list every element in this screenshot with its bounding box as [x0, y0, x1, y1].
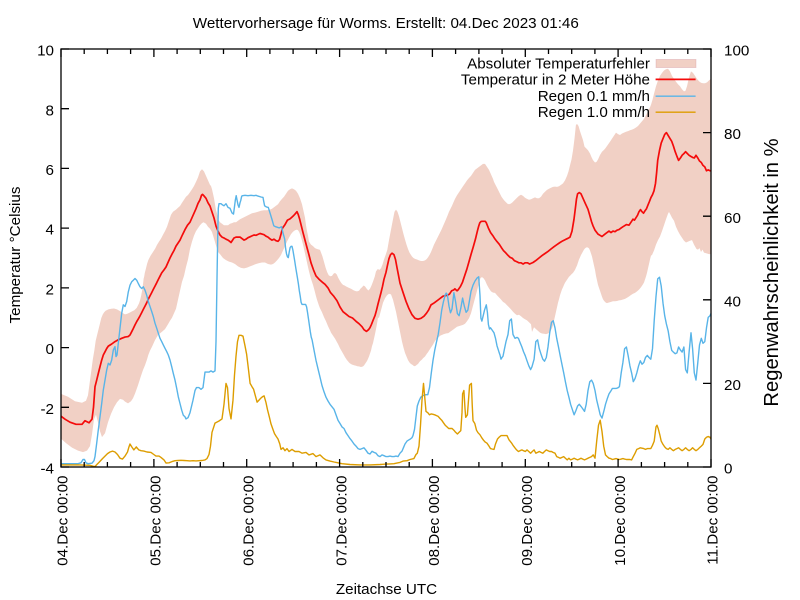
svg-text:2: 2	[46, 282, 54, 299]
svg-text:80: 80	[724, 126, 741, 143]
svg-text:20: 20	[724, 377, 741, 394]
svg-text:6: 6	[46, 162, 54, 179]
svg-text:04.Dec 00:00: 04.Dec 00:00	[55, 476, 72, 566]
svg-text:07.Dec 00:00: 07.Dec 00:00	[333, 476, 350, 566]
svg-text:0: 0	[46, 341, 54, 358]
svg-text:08.Dec 00:00: 08.Dec 00:00	[426, 476, 443, 566]
svg-text:05.Dec 00:00: 05.Dec 00:00	[148, 476, 165, 566]
svg-text:Regen 1.0 mm/h: Regen 1.0 mm/h	[538, 104, 650, 121]
svg-text:60: 60	[724, 210, 741, 227]
svg-text:8: 8	[46, 102, 54, 119]
svg-text:Regenwahrscheinlichkeit in %: Regenwahrscheinlichkeit in %	[761, 138, 783, 406]
svg-text:Temperatur in 2 Meter Höhe: Temperatur in 2 Meter Höhe	[461, 71, 650, 88]
svg-text:100: 100	[724, 43, 749, 60]
svg-text:0: 0	[724, 461, 732, 478]
svg-text:10: 10	[37, 43, 54, 60]
svg-text:-2: -2	[40, 401, 54, 418]
svg-text:Zeitachse UTC: Zeitachse UTC	[336, 581, 437, 598]
svg-text:11.Dec 00:00: 11.Dec 00:00	[705, 476, 722, 565]
svg-text:09.Dec 00:00: 09.Dec 00:00	[519, 476, 536, 566]
svg-text:06.Dec 00:00: 06.Dec 00:00	[240, 476, 257, 566]
svg-text:Regen 0.1 mm/h: Regen 0.1 mm/h	[538, 88, 650, 105]
svg-text:10.Dec 00:00: 10.Dec 00:00	[612, 476, 629, 566]
svg-text:4: 4	[46, 222, 54, 239]
svg-text:Temperatur °Celsius: Temperatur °Celsius	[7, 186, 24, 323]
svg-text:40: 40	[724, 293, 741, 310]
svg-text:Wettervorhersage für Worms. Er: Wettervorhersage für Worms. Erstellt: 04…	[193, 15, 579, 32]
svg-text:-4: -4	[40, 461, 54, 478]
svg-text:Absoluter Temperaturfehler: Absoluter Temperaturfehler	[467, 55, 650, 72]
